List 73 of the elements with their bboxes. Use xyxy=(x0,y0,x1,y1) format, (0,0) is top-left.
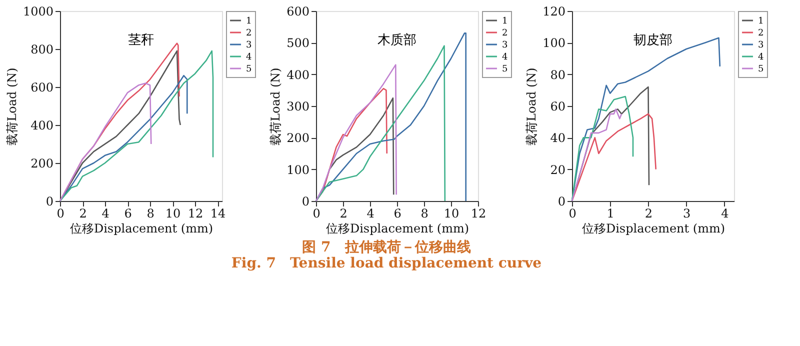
y-tick-label: 200 xyxy=(286,131,310,146)
y-tick-label: 80 xyxy=(550,68,566,82)
y-tick-label: 120 xyxy=(542,4,566,18)
x-tick-label: 2 xyxy=(340,206,348,220)
text: 韧皮部 xyxy=(634,33,672,48)
y-tick-label: 100 xyxy=(286,162,310,177)
x-tick-label: 0 xyxy=(568,206,576,220)
x-tick-label: 4 xyxy=(366,206,375,220)
y-tick-label: 0 xyxy=(558,194,566,208)
legend-label: 5 xyxy=(758,64,764,74)
y-tick-label: 0 xyxy=(46,194,54,208)
line-series xyxy=(571,96,634,202)
line-series xyxy=(571,108,622,202)
legend-label: 2 xyxy=(246,28,252,38)
y-tick-label: 300 xyxy=(286,100,310,114)
x-axis-title: 位移Displacement (mm) xyxy=(70,222,214,236)
x-tick-label: 6 xyxy=(394,206,402,220)
line-series xyxy=(315,64,397,202)
legend-label: 2 xyxy=(758,28,764,38)
y-tick-label: 400 xyxy=(286,68,310,82)
y-axis-title: 载荷Load (N) xyxy=(4,68,19,146)
caption: Fig. 7 Tensile load displacement curve xyxy=(231,256,542,272)
x-tick-label: 8 xyxy=(420,206,428,220)
line-series xyxy=(59,50,214,202)
x-tick-label: 0 xyxy=(312,206,320,220)
y-axis-title: 载荷Load (N) xyxy=(268,68,283,146)
x-tick-label: 10 xyxy=(165,206,181,220)
y-tick-label: 200 xyxy=(30,156,54,170)
legend-label: 3 xyxy=(246,40,252,50)
y-tick-label: 800 xyxy=(30,42,54,56)
legend-label: 2 xyxy=(502,28,508,38)
x-tick-label: 0 xyxy=(56,206,64,220)
x-tick-label: 12 xyxy=(470,206,486,220)
x-tick-label: 8 xyxy=(146,206,154,220)
y-tick-label: 60 xyxy=(550,100,566,114)
y-axis-title: 载荷Load (N) xyxy=(524,68,539,146)
caption: 图 7 拉伸载荷－位移曲线 xyxy=(302,240,471,256)
legend-label: 5 xyxy=(502,64,508,74)
legend-label: 5 xyxy=(246,64,252,74)
y-tick-label: 400 xyxy=(30,118,54,132)
text: 木质部 xyxy=(378,33,416,48)
x-tick-label: 4 xyxy=(102,206,110,220)
x-tick-label: 2 xyxy=(644,206,653,220)
legend-label: 1 xyxy=(758,16,764,26)
text: 茎秆 xyxy=(128,33,154,48)
legend-label: 4 xyxy=(246,52,252,62)
x-tick-label: 4 xyxy=(721,206,730,220)
y-tick-label: 500 xyxy=(286,36,310,50)
x-tick-label: 14 xyxy=(210,206,226,220)
legend-label: 4 xyxy=(758,52,764,62)
y-tick-label: 1000 xyxy=(22,4,54,18)
legend-label: 1 xyxy=(246,16,252,26)
line-series xyxy=(571,113,657,202)
y-tick-label: 100 xyxy=(542,36,566,50)
x-tick-label: 6 xyxy=(124,206,132,220)
line-series xyxy=(59,82,152,202)
legend-label: 4 xyxy=(502,52,508,62)
legend-label: 3 xyxy=(502,40,508,50)
x-tick-label: 2 xyxy=(79,206,87,220)
x-tick-label: 1 xyxy=(606,206,614,220)
y-tick-label: 600 xyxy=(30,80,54,94)
x-tick-label: 10 xyxy=(444,206,460,220)
y-tick-label: 40 xyxy=(550,131,566,146)
legend-label: 3 xyxy=(758,40,764,50)
y-tick-label: 0 xyxy=(302,194,310,208)
line-series xyxy=(315,45,446,202)
x-tick-label: 3 xyxy=(683,206,691,220)
x-axis-title: 位移Displacement (mm) xyxy=(326,222,470,236)
y-tick-label: 600 xyxy=(286,4,310,18)
y-tick-label: 20 xyxy=(550,162,566,177)
x-axis-title: 位移Displacement (mm) xyxy=(582,222,726,236)
legend-label: 1 xyxy=(502,16,508,26)
x-tick-label: 12 xyxy=(188,206,204,220)
